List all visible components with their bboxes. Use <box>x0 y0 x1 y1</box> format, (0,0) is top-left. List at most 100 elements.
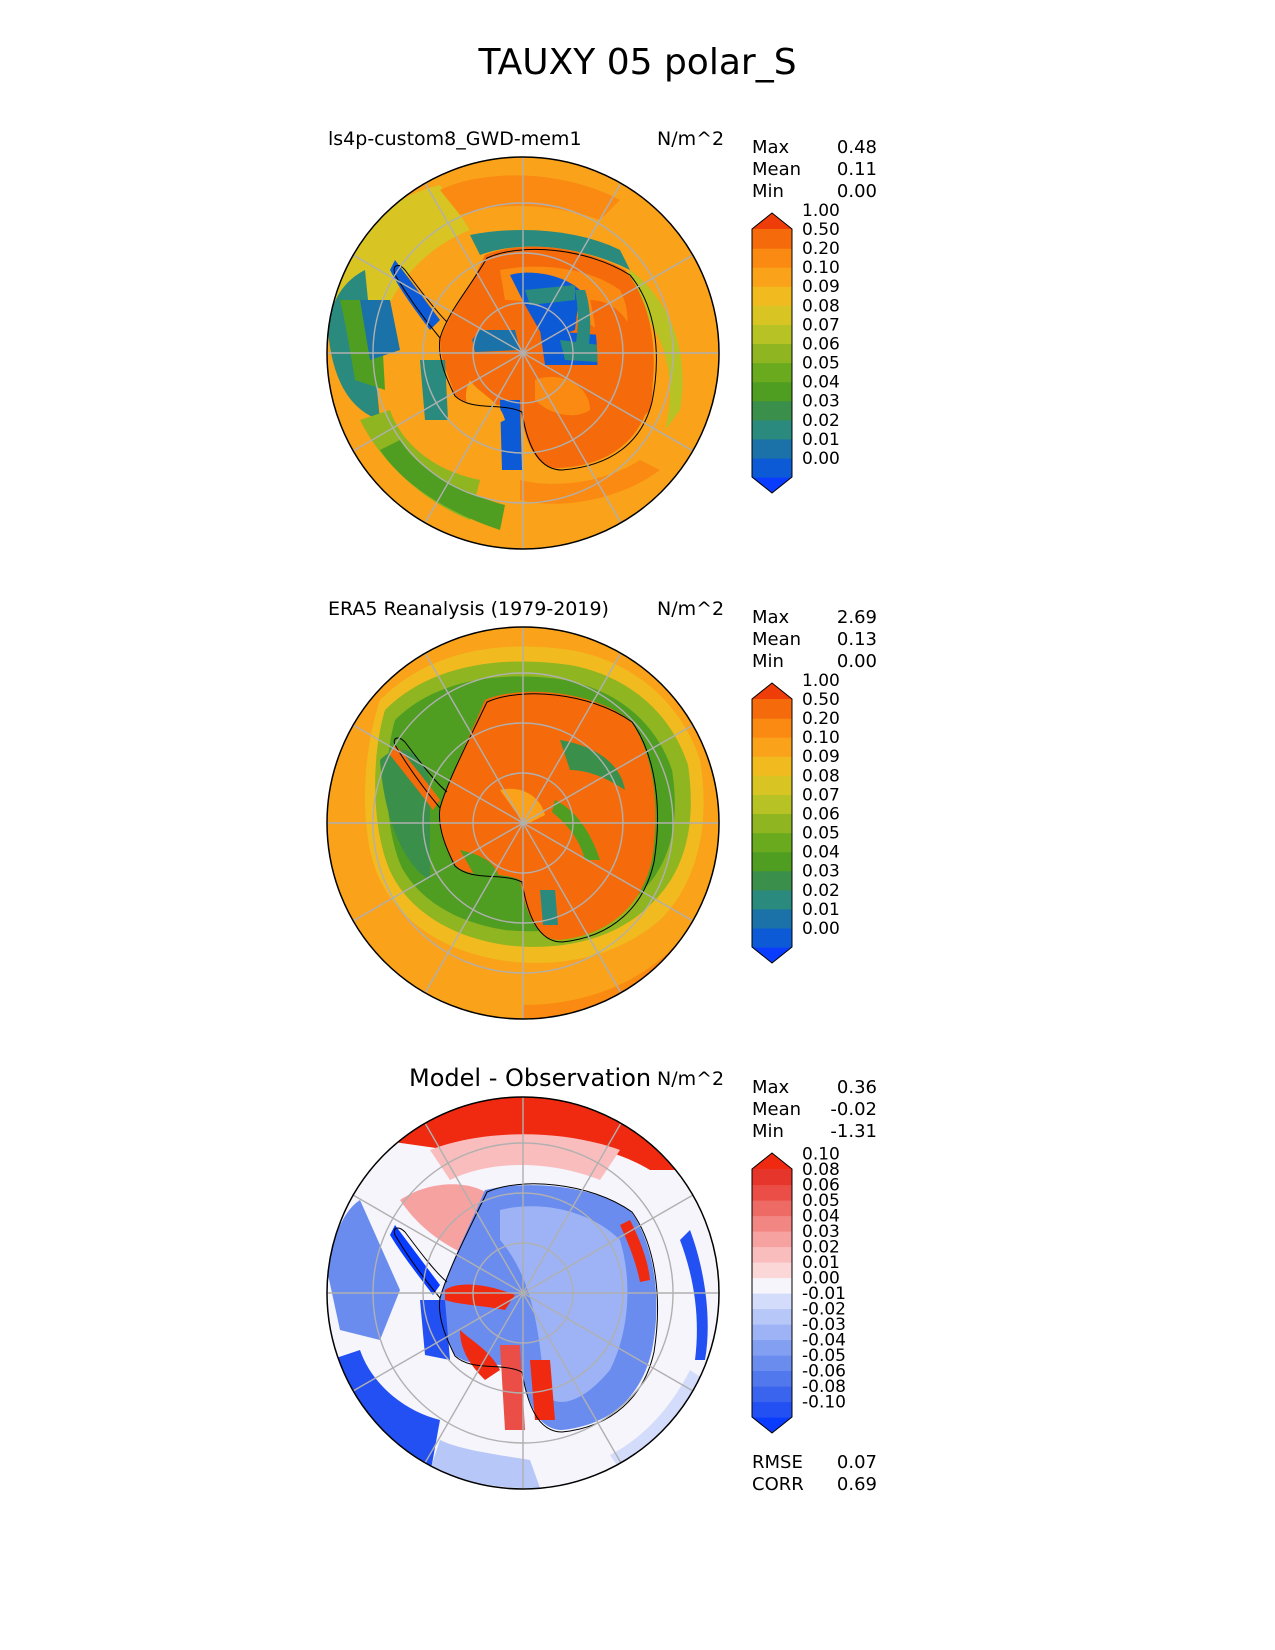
colorbar-segment <box>752 851 792 872</box>
stat-row: Min -1.31 <box>752 1121 877 1143</box>
colorbar-segment <box>752 832 792 853</box>
stat-label: Max <box>752 137 790 158</box>
colorbar-segment <box>752 737 792 757</box>
colorbar-tick-label: 0.20 <box>802 239 840 259</box>
colorbar-segment <box>752 1355 792 1372</box>
stat-label: Min <box>752 181 784 202</box>
colorbar-obs: 0.000.010.020.030.040.050.060.070.080.09… <box>751 671 840 964</box>
colorbar-tick-label: 0.05 <box>802 1191 840 1211</box>
stat-row: RMSE 0.07 <box>752 1452 877 1474</box>
map-model-frame <box>326 156 720 550</box>
colorbar-segment <box>752 1246 792 1263</box>
stat-label: Mean <box>752 1099 802 1120</box>
colorbar-outline <box>751 682 793 964</box>
panel-3-units: N/m^2 <box>657 1068 725 1090</box>
colorbar-segment <box>752 927 792 948</box>
colorbar-segment <box>752 1277 792 1294</box>
colorbar-segment <box>752 286 792 306</box>
colorbar-tick-label: 0.04 <box>802 843 840 863</box>
colorbar-tick-label: 0.03 <box>802 392 840 412</box>
colorbar-tick-label: 0.06 <box>802 334 840 354</box>
stat-label: Mean <box>752 629 802 650</box>
colorbar-tick-label: -0.04 <box>802 1331 846 1351</box>
colorbar-tick-label: 0.00 <box>802 919 840 939</box>
colorbar-extend-min <box>752 947 792 963</box>
colorbar-tick-label: -0.02 <box>802 1300 846 1320</box>
colorbar-segment <box>752 248 792 268</box>
colorbar-tick-label: 0.04 <box>802 373 840 393</box>
stat-label: CORR <box>752 1474 804 1495</box>
colorbar-segment <box>752 1324 792 1341</box>
colorbar-segment <box>752 400 792 421</box>
stat-value: 2.69 <box>836 607 877 628</box>
colorbar-tick-label: 0.10 <box>802 728 840 748</box>
colorbar-tick-label: 0.08 <box>802 296 840 316</box>
stat-value: 0.13 <box>836 629 877 650</box>
colorbar-segment <box>752 813 792 834</box>
colorbar-tick-label: 0.01 <box>802 430 840 450</box>
panel-2-units: N/m^2 <box>657 598 725 620</box>
colorbar-tick-label: 1.00 <box>802 201 840 221</box>
colorbar-segment <box>752 1231 792 1248</box>
stat-value: 0.36 <box>836 1077 877 1098</box>
colorbar-tick-label: 0.50 <box>802 220 840 240</box>
colorbar-tick-label: 0.50 <box>802 690 840 710</box>
colorbar-segment <box>752 362 792 383</box>
stat-row: Min 0.00 <box>752 181 877 203</box>
colorbar-tick-label: 0.00 <box>802 449 840 469</box>
colorbar-segment <box>752 305 792 325</box>
stat-value: 0.69 <box>836 1474 877 1495</box>
colorbar-segment <box>752 381 792 402</box>
colorbar-extend-min <box>752 1417 792 1433</box>
colorbar-diff: -0.10-0.08-0.06-0.05-0.04-0.03-0.02-0.01… <box>751 1145 846 1434</box>
colorbar-segment <box>752 1339 792 1356</box>
colorbar-tick-label: 0.05 <box>802 824 840 844</box>
colorbar-tick-label: 0.05 <box>802 354 840 374</box>
colorbar-segment <box>752 1169 792 1186</box>
colorbar-tick-label: 0.02 <box>802 411 840 431</box>
map-diff-frame <box>326 1096 720 1490</box>
stat-label: Mean <box>752 159 802 180</box>
stat-label: Max <box>752 1077 790 1098</box>
colorbar-segment <box>752 870 792 891</box>
colorbar-tick-label: 0.02 <box>802 881 840 901</box>
colorbar-segment <box>752 267 792 287</box>
colorbar-extend-max <box>752 213 792 229</box>
stat-label: RMSE <box>752 1452 803 1473</box>
colorbar-segment <box>752 775 792 795</box>
colorbar-tick-label: 0.07 <box>802 785 840 805</box>
colorbar-outline <box>751 212 793 494</box>
colorbar-tick-label: 0.00 <box>802 1269 840 1289</box>
colorbar-segment <box>752 1370 792 1387</box>
map-diff <box>327 1097 719 1489</box>
panel-1-units: N/m^2 <box>657 128 725 150</box>
stat-row: Min 0.00 <box>752 651 877 673</box>
map-obs <box>327 627 719 1019</box>
colorbar-segment <box>752 438 792 459</box>
stat-value: 0.48 <box>836 137 877 158</box>
colorbar-segment <box>752 1262 792 1279</box>
colorbar-tick-label: 0.09 <box>802 747 840 767</box>
colorbar-tick-label: 0.09 <box>802 277 840 297</box>
colorbar-extend-max <box>752 683 792 699</box>
colorbar-tick-label: -0.03 <box>802 1315 846 1335</box>
stat-row: Mean -0.02 <box>752 1099 877 1121</box>
panel-1-title: ls4p-custom8_GWD-mem1 <box>328 128 582 150</box>
map-model <box>327 157 719 549</box>
stat-label: Max <box>752 607 790 628</box>
figure-title: TAUXY 05 polar_S <box>478 42 797 83</box>
colorbar-extend-max <box>752 1153 792 1169</box>
colorbar-segment <box>752 718 792 738</box>
colorbar-tick-label: 1.00 <box>802 671 840 691</box>
stat-label: Min <box>752 1121 784 1142</box>
colorbar-segment <box>752 1401 792 1418</box>
colorbar-tick-label: -0.06 <box>802 1362 846 1382</box>
colorbar-tick-label: -0.08 <box>802 1377 846 1397</box>
colorbar-tick-label: 0.10 <box>802 1145 840 1165</box>
stat-value: 0.07 <box>836 1452 877 1473</box>
colorbar-segment <box>752 343 792 364</box>
colorbar-segment <box>752 1184 792 1201</box>
colorbar-segment <box>752 1215 792 1232</box>
panel-3-extra-stats: RMSE 0.07 CORR 0.69 <box>752 1452 877 1496</box>
